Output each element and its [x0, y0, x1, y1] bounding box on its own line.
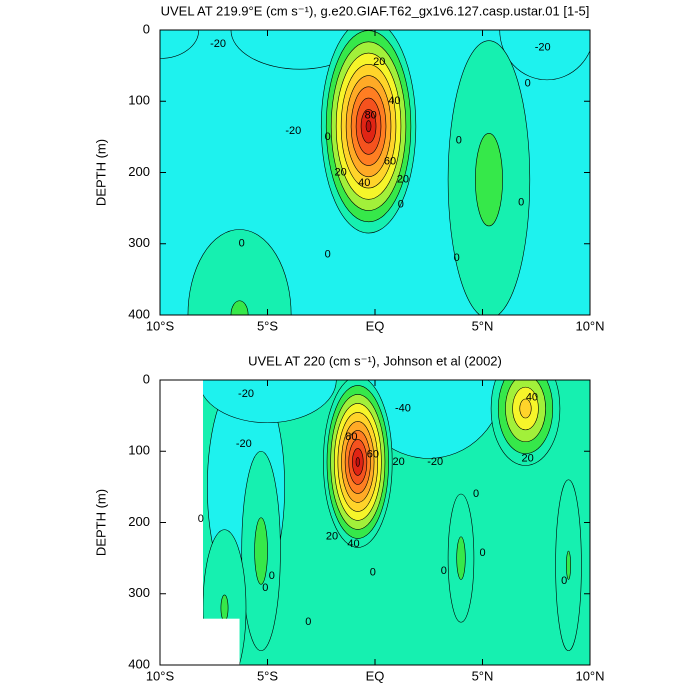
contour-label: 0 — [479, 547, 485, 559]
y-tick-label: 400 — [128, 306, 150, 321]
contour-fill — [519, 398, 532, 419]
contour-label: -20 — [535, 42, 551, 54]
contour-label: 60 — [367, 449, 379, 461]
contour-label: 0 — [525, 77, 531, 89]
contour-fill — [475, 133, 503, 227]
contour-fill — [365, 120, 372, 133]
contour-label: 40 — [526, 392, 538, 404]
contour-label: 20 — [522, 452, 534, 464]
y-tick-label: 0 — [143, 371, 150, 386]
contour-label: -20 — [236, 438, 252, 450]
y-tick-label: 200 — [128, 164, 150, 179]
y-tick-label: 0 — [143, 21, 150, 36]
contour-fill — [566, 550, 571, 580]
contour-label: 0 — [325, 248, 331, 260]
x-tick-label: 5°S — [257, 668, 278, 683]
contour-label: 40 — [388, 95, 400, 107]
contour-label: -20 — [427, 456, 443, 468]
x-tick-label: 5°S — [257, 318, 278, 333]
contour-label: 0 — [398, 198, 404, 210]
contour-label: 20 — [334, 166, 346, 178]
plot-area: -20 -20 -20 0 0 0 0 0 0 0 0 20 20 20 40 40 60 80 — [160, 30, 590, 315]
contour-label: 0 — [456, 134, 462, 146]
contour-label: 20 — [393, 456, 405, 468]
contour-label: 20 — [397, 174, 409, 186]
contour-label: -20 — [238, 388, 254, 400]
x-tick-label: 10°S — [146, 318, 175, 333]
x-tick-label: 5°N — [472, 668, 494, 683]
contour-fill — [355, 457, 360, 467]
contour-label: 80 — [345, 431, 357, 443]
x-tick-label: 10°N — [575, 668, 604, 683]
contour-fill — [187, 229, 292, 315]
x-tick-label: EQ — [366, 318, 385, 333]
contour-label: 0 — [518, 196, 524, 208]
contour-label: 0 — [239, 238, 245, 250]
y-axis-label: DEPTH (m) — [93, 489, 108, 556]
contour-label: 20 — [373, 56, 385, 68]
contour-label: 0 — [370, 566, 376, 578]
contour-label: 0 — [305, 616, 311, 628]
contour-label: 40 — [347, 538, 359, 550]
contour-fill — [254, 517, 268, 585]
y-tick-label: 100 — [128, 93, 150, 108]
contour-label: -20 — [210, 38, 226, 50]
contour-label: 0 — [198, 513, 204, 525]
y-tick-label: 400 — [128, 656, 150, 671]
contour-label: 0 — [441, 565, 447, 577]
contour-label: 0 — [561, 575, 567, 587]
x-tick-label: EQ — [366, 668, 385, 683]
contour-fill — [456, 536, 466, 580]
missing-data — [160, 380, 203, 665]
y-tick-label: 100 — [128, 443, 150, 458]
contour-label: 0 — [269, 570, 275, 582]
contour-fill — [230, 300, 249, 315]
chart-title: UVEL AT 219.9°E (cm s⁻¹), g.e20.GIAF.T62… — [161, 3, 590, 18]
contour-label: 0 — [454, 252, 460, 264]
contour-fill — [499, 30, 590, 81]
contour-label: -40 — [395, 402, 411, 414]
x-tick-label: 5°N — [472, 318, 494, 333]
contour-label: 0 — [325, 131, 331, 143]
contour-label: 0 — [473, 488, 479, 500]
contour-label: 60 — [384, 156, 396, 168]
contour-label: 80 — [365, 109, 377, 121]
contour-label: 0 — [262, 582, 268, 594]
y-tick-label: 300 — [128, 585, 150, 600]
contour-fill — [198, 380, 337, 424]
y-tick-label: 200 — [128, 514, 150, 529]
contour-label: -20 — [285, 125, 301, 137]
missing-data — [203, 618, 240, 665]
x-tick-label: 10°S — [146, 668, 175, 683]
chart-title: UVEL AT 220 (cm s⁻¹), Johnson et al (200… — [248, 353, 502, 368]
contour-fill — [220, 594, 229, 622]
contour-label: 20 — [326, 531, 338, 543]
y-tick-label: 300 — [128, 235, 150, 250]
x-tick-label: 10°N — [575, 318, 604, 333]
contour-label: 40 — [358, 177, 370, 189]
y-axis-label: DEPTH (m) — [93, 139, 108, 206]
